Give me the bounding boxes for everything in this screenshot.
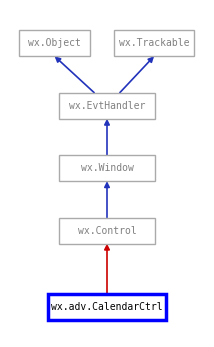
Text: wx.Object: wx.Object xyxy=(28,39,81,48)
Text: wx.Window: wx.Window xyxy=(80,163,134,173)
FancyBboxPatch shape xyxy=(48,294,166,320)
FancyBboxPatch shape xyxy=(19,31,90,56)
Text: wx.adv.CalendarCtrl: wx.adv.CalendarCtrl xyxy=(51,302,163,312)
FancyBboxPatch shape xyxy=(114,31,194,56)
Text: wx.Control: wx.Control xyxy=(78,226,136,236)
FancyBboxPatch shape xyxy=(59,93,155,119)
FancyBboxPatch shape xyxy=(59,218,155,244)
Text: wx.Trackable: wx.Trackable xyxy=(119,39,189,48)
FancyBboxPatch shape xyxy=(59,155,155,181)
Text: wx.EvtHandler: wx.EvtHandler xyxy=(69,101,145,111)
